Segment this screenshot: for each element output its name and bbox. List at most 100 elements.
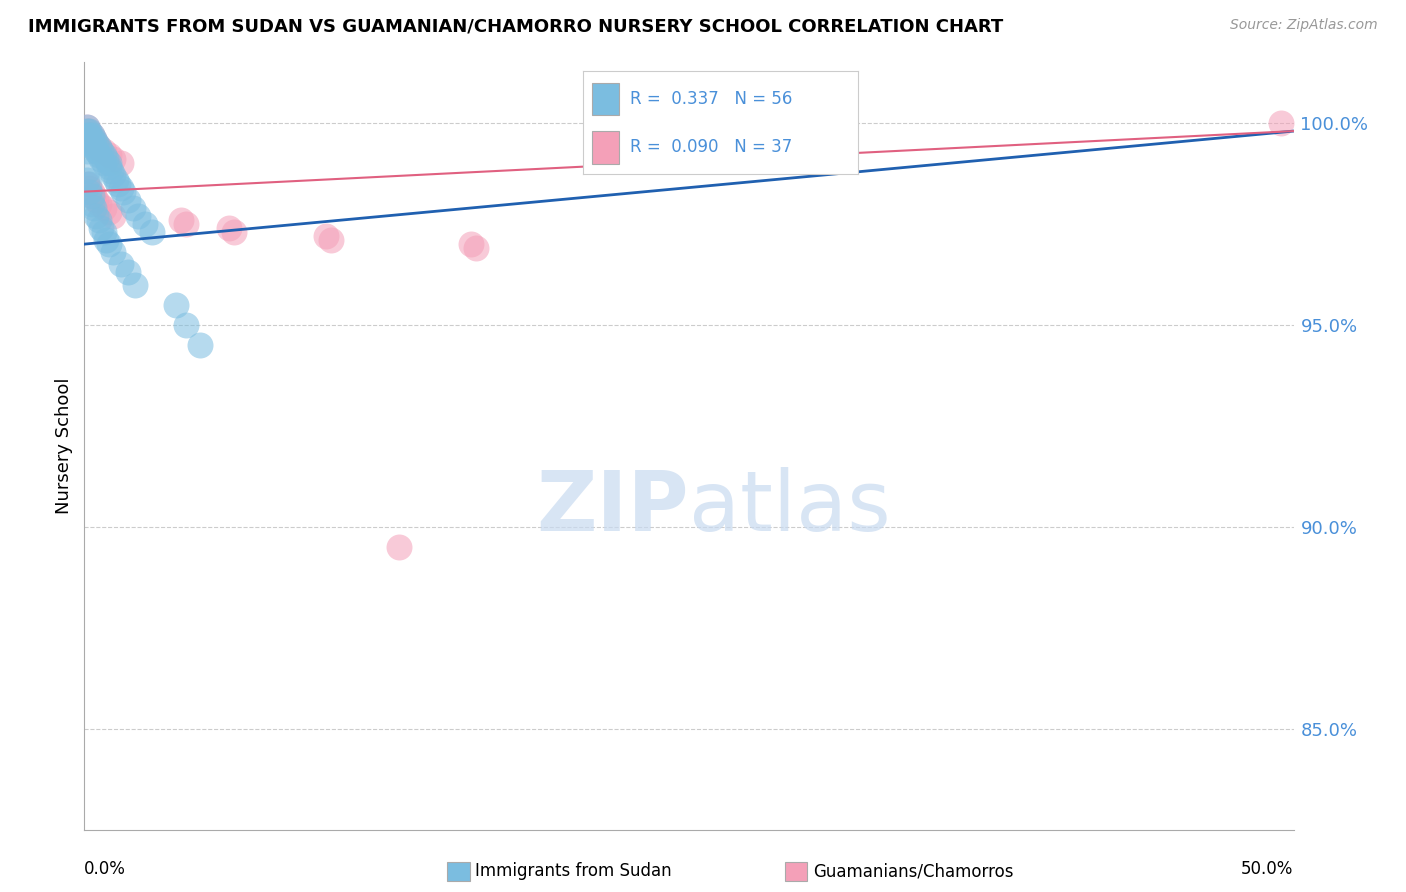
Point — [174, 318, 197, 332]
Point — [107, 177, 129, 191]
Point — [83, 136, 105, 151]
Point — [141, 225, 163, 239]
Point — [86, 193, 108, 207]
Point — [76, 124, 98, 138]
Point — [93, 156, 115, 170]
Point — [134, 217, 156, 231]
Point — [117, 265, 139, 279]
Point — [77, 136, 100, 151]
Point — [77, 132, 100, 146]
Point — [388, 540, 411, 554]
Text: 50.0%: 50.0% — [1241, 860, 1294, 879]
Point — [77, 132, 100, 146]
Point — [76, 177, 98, 191]
Point — [77, 185, 100, 199]
Point — [104, 172, 127, 186]
Point — [97, 156, 120, 170]
Point — [80, 132, 103, 146]
Point — [127, 209, 149, 223]
Text: R =  0.337   N = 56: R = 0.337 N = 56 — [630, 90, 793, 108]
Point — [76, 128, 98, 142]
Point — [218, 221, 240, 235]
Point — [86, 140, 108, 154]
Text: R =  0.090   N = 37: R = 0.090 N = 37 — [630, 138, 793, 156]
Point — [76, 164, 98, 178]
Point — [110, 156, 132, 170]
Point — [103, 245, 125, 260]
Point — [77, 124, 100, 138]
Point — [117, 193, 139, 207]
Point — [80, 185, 103, 199]
Point — [93, 201, 115, 215]
Point — [83, 132, 105, 146]
Point — [97, 204, 120, 219]
Point — [76, 124, 98, 138]
Point — [80, 132, 103, 146]
Point — [80, 196, 103, 211]
Y-axis label: Nursery School: Nursery School — [55, 377, 73, 515]
Point — [100, 164, 122, 178]
Point — [87, 148, 110, 162]
Point — [76, 120, 98, 134]
Point — [83, 188, 105, 202]
Text: Source: ZipAtlas.com: Source: ZipAtlas.com — [1230, 18, 1378, 32]
Point — [103, 169, 125, 183]
Point — [77, 124, 100, 138]
Point — [80, 188, 103, 202]
Point — [110, 180, 132, 194]
Point — [460, 237, 482, 252]
Point — [90, 221, 112, 235]
Text: atlas: atlas — [689, 467, 890, 548]
Point — [97, 237, 120, 252]
Point — [93, 145, 115, 159]
Point — [87, 196, 110, 211]
Point — [93, 225, 115, 239]
Point — [94, 153, 117, 167]
Point — [86, 136, 108, 151]
Text: Guamanians/Chamorros: Guamanians/Chamorros — [813, 863, 1014, 880]
Point — [77, 128, 100, 142]
Point — [83, 201, 105, 215]
Point — [77, 180, 100, 194]
Text: ZIP: ZIP — [537, 467, 689, 548]
Point — [174, 217, 197, 231]
Point — [112, 185, 135, 199]
Bar — [592, 83, 619, 115]
Point — [103, 209, 125, 223]
Point — [76, 120, 98, 134]
Point — [190, 338, 212, 352]
Point — [76, 172, 98, 186]
Point — [97, 161, 120, 175]
Point — [315, 229, 337, 244]
Point — [86, 209, 108, 223]
Point — [80, 128, 103, 142]
Point — [87, 140, 110, 154]
Point — [86, 145, 108, 159]
Point — [87, 140, 110, 154]
Point — [90, 145, 112, 159]
Point — [124, 277, 146, 292]
Point — [97, 148, 120, 162]
Text: 0.0%: 0.0% — [84, 860, 127, 879]
Point — [76, 132, 98, 146]
Point — [121, 201, 143, 215]
Point — [465, 241, 488, 255]
Point — [103, 153, 125, 167]
Point — [83, 132, 105, 146]
Point — [165, 298, 187, 312]
Point — [224, 225, 246, 239]
Point — [76, 145, 98, 159]
Text: Immigrants from Sudan: Immigrants from Sudan — [475, 863, 672, 880]
Point — [170, 213, 193, 227]
Point — [77, 128, 100, 142]
Point — [76, 128, 98, 142]
Point — [83, 140, 105, 154]
Point — [80, 140, 103, 154]
Point — [80, 128, 103, 142]
Point — [1270, 116, 1292, 130]
Point — [110, 257, 132, 271]
Point — [90, 153, 112, 167]
Text: IMMIGRANTS FROM SUDAN VS GUAMANIAN/CHAMORRO NURSERY SCHOOL CORRELATION CHART: IMMIGRANTS FROM SUDAN VS GUAMANIAN/CHAMO… — [28, 18, 1004, 36]
Point — [319, 233, 342, 247]
Point — [87, 213, 110, 227]
